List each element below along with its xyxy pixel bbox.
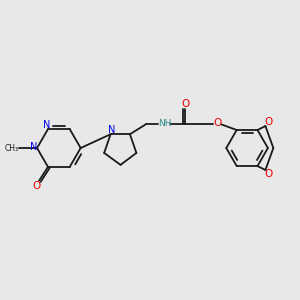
Text: O: O bbox=[32, 181, 40, 191]
Text: O: O bbox=[264, 117, 272, 127]
Text: N: N bbox=[108, 125, 115, 135]
Text: N: N bbox=[43, 120, 51, 130]
Text: NH: NH bbox=[158, 119, 171, 128]
Text: CH₃: CH₃ bbox=[4, 143, 18, 152]
Text: O: O bbox=[181, 100, 190, 110]
Text: O: O bbox=[213, 118, 221, 128]
Text: O: O bbox=[264, 169, 272, 179]
Text: N: N bbox=[30, 142, 38, 152]
